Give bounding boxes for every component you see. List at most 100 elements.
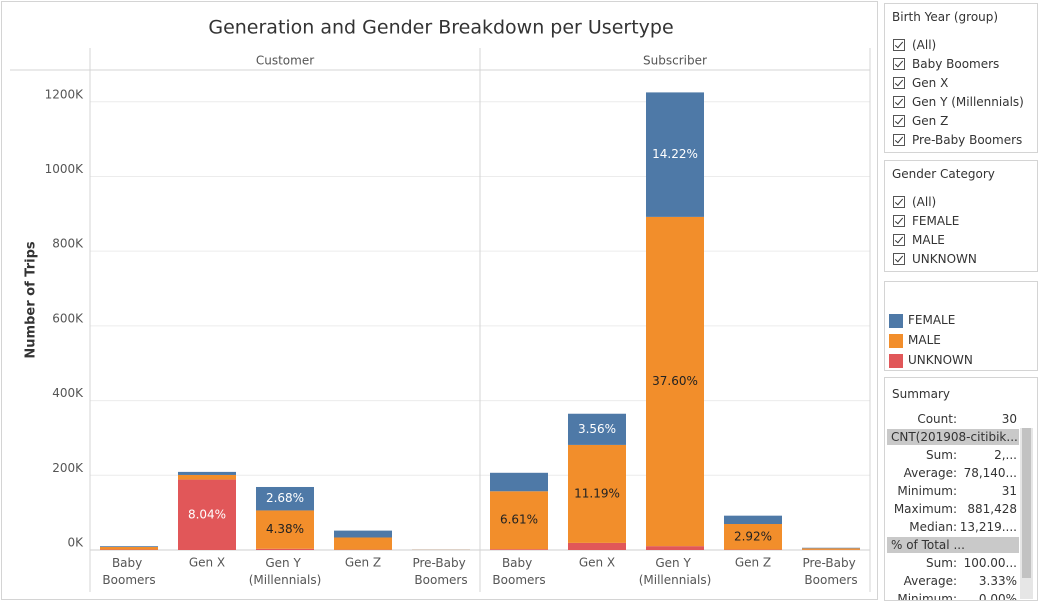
summary-row: Minimum: 0.00% bbox=[885, 590, 1019, 601]
y-tick-label: 400K bbox=[52, 386, 84, 400]
filter-item[interactable]: Baby Boomers bbox=[893, 56, 999, 72]
summary-label: Average: bbox=[903, 466, 957, 480]
scrollbar[interactable] bbox=[1020, 428, 1033, 599]
bar-segment bbox=[334, 530, 392, 538]
filter-item[interactable]: UNKNOWN bbox=[893, 251, 977, 267]
x-tick-label: Gen Z bbox=[345, 556, 381, 570]
data-label: 11.19% bbox=[574, 486, 620, 500]
checkbox[interactable] bbox=[893, 234, 905, 246]
legend-label: UNKNOWN bbox=[908, 353, 973, 367]
filter-item-label: Baby Boomers bbox=[912, 57, 1000, 71]
filter-item-label: Gen Y (Millennials) bbox=[912, 95, 1024, 109]
summary-value: 31 bbox=[1001, 484, 1017, 498]
bar-segment bbox=[178, 479, 236, 550]
legend-swatch bbox=[889, 314, 903, 328]
legend-swatch bbox=[889, 334, 903, 348]
bar-segment bbox=[568, 413, 626, 445]
y-axis-label: Number of Trips bbox=[24, 241, 39, 358]
summary-value: 2,... bbox=[994, 448, 1017, 462]
filter-item[interactable]: Pre-Baby Boomers bbox=[893, 132, 1022, 148]
filter-item[interactable]: FEMALE bbox=[893, 213, 959, 229]
checkbox[interactable] bbox=[893, 253, 905, 265]
data-label: 2.92% bbox=[734, 529, 772, 543]
bar-segment bbox=[802, 547, 860, 549]
data-label: 14.22% bbox=[652, 147, 698, 161]
bar-segment bbox=[724, 515, 782, 525]
y-tick-label: 800K bbox=[52, 237, 84, 251]
bar-segment bbox=[100, 546, 158, 548]
summary-row: Count: 30 bbox=[885, 410, 1019, 428]
bar-segment bbox=[178, 471, 236, 475]
legend-label: MALE bbox=[908, 333, 941, 347]
summary-value: 30 bbox=[1001, 412, 1017, 426]
filter-panel: Birth Year (group) (All) Baby Boomers Gen X… bbox=[884, 3, 1038, 153]
x-tick-label: Gen Z bbox=[735, 556, 771, 570]
summary-title: Summary bbox=[892, 387, 950, 401]
filter-item-label: (All) bbox=[912, 195, 937, 209]
filter-item-label: MALE bbox=[912, 233, 945, 247]
chart: Generation and Gender Breakdown per User… bbox=[1, 1, 878, 600]
summary-row: Minimum: 31 bbox=[885, 482, 1019, 500]
data-label: 8.04% bbox=[188, 507, 226, 521]
bar-segment bbox=[256, 486, 314, 511]
filter-item[interactable]: (All) bbox=[893, 194, 936, 210]
summary-value: 0.00% bbox=[978, 592, 1017, 601]
y-tick-label: 600K bbox=[52, 311, 84, 325]
legend-label: FEMALE bbox=[908, 313, 956, 327]
summary-value: 100.00... bbox=[963, 556, 1017, 570]
data-label: 6.61% bbox=[500, 513, 538, 527]
chart-border bbox=[1, 1, 878, 600]
checkbox[interactable] bbox=[893, 134, 905, 146]
summary-label: Minimum: bbox=[897, 592, 957, 601]
filter-panel: Gender Category (All) FEMALE MALE UNKNOWN bbox=[884, 160, 1038, 272]
filter-item[interactable]: MALE bbox=[893, 232, 945, 248]
bar-segment bbox=[724, 524, 782, 550]
filter-title: Gender Category bbox=[892, 167, 995, 181]
bar-segment bbox=[100, 547, 158, 550]
filter-item[interactable]: Gen X bbox=[893, 75, 948, 91]
summary-value: 78,140... bbox=[963, 466, 1017, 480]
bar-segment bbox=[646, 546, 704, 550]
data-label: 4.38% bbox=[266, 522, 304, 536]
filter-item-label: (All) bbox=[912, 38, 937, 52]
summary-label: Sum: bbox=[926, 556, 957, 570]
x-tick-label: Gen X bbox=[189, 556, 225, 570]
checkbox[interactable] bbox=[893, 96, 905, 108]
summary-label: Sum: bbox=[926, 448, 957, 462]
filter-title: Birth Year (group) bbox=[892, 10, 999, 24]
bar-segment bbox=[334, 537, 392, 550]
bar-segment bbox=[490, 472, 548, 492]
summary-label: Average: bbox=[903, 574, 957, 588]
checkbox[interactable] bbox=[893, 115, 905, 127]
bar-segment bbox=[490, 549, 548, 550]
checkbox[interactable] bbox=[893, 215, 905, 227]
summary-value: 881,428 bbox=[967, 502, 1017, 516]
filter-item[interactable]: Gen Z bbox=[893, 113, 948, 129]
checkbox[interactable] bbox=[893, 39, 905, 51]
data-label: 3.56% bbox=[578, 422, 616, 436]
summary-row: Average: 3.33% bbox=[885, 572, 1019, 590]
checkbox[interactable] bbox=[893, 58, 905, 70]
y-tick-label: 0K bbox=[67, 536, 84, 550]
chart-title: Generation and Gender Breakdown per User… bbox=[208, 17, 673, 39]
bar-segment bbox=[802, 548, 860, 550]
filter-item-label: Gen X bbox=[912, 76, 949, 90]
summary-label: Count: bbox=[917, 412, 957, 426]
bar-segment bbox=[256, 548, 314, 550]
scrollbar-thumb[interactable] bbox=[1022, 428, 1031, 578]
filter-item[interactable]: Gen Y (Millennials) bbox=[893, 94, 1024, 110]
summary-row: Median: 13,219.... bbox=[885, 518, 1019, 536]
x-tick-label: Gen X bbox=[579, 556, 615, 570]
data-label: 37.60% bbox=[652, 374, 698, 388]
summary-panel: Summary Count: 30 CNT(201908-citibik... Sum:… bbox=[884, 377, 1038, 601]
filter-item-label: UNKNOWN bbox=[912, 252, 977, 266]
filter-item-label: FEMALE bbox=[912, 214, 960, 228]
filter-item[interactable]: (All) bbox=[893, 37, 936, 53]
x-tick-label: Baby Boomers bbox=[492, 556, 545, 587]
checkbox[interactable] bbox=[893, 196, 905, 208]
y-tick-label: 200K bbox=[52, 461, 84, 475]
x-tick-label: Pre-Baby Boomers bbox=[412, 556, 469, 587]
checkbox[interactable] bbox=[893, 77, 905, 89]
bar-segment bbox=[256, 510, 314, 549]
